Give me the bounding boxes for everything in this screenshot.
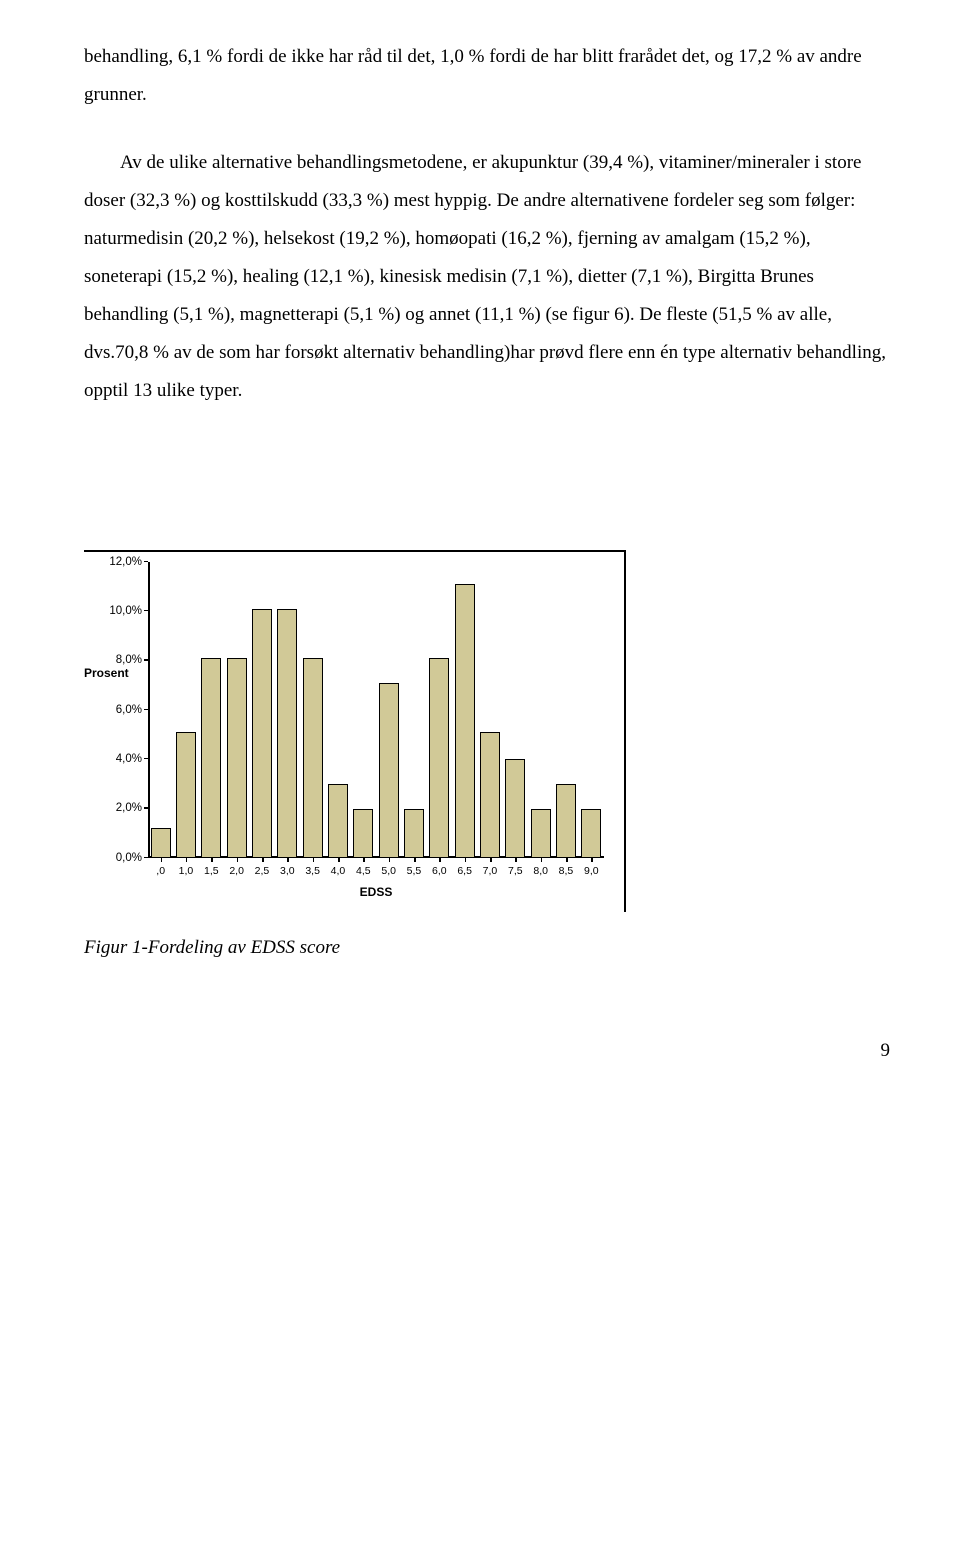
y-tick-label: 6,0%	[116, 704, 148, 716]
bar	[151, 828, 171, 858]
bar	[505, 759, 525, 858]
x-tick-mark	[465, 858, 467, 862]
bar	[201, 658, 221, 858]
bar	[277, 609, 297, 858]
y-tick-label: 4,0%	[116, 754, 148, 766]
bar-slot: 4,5	[351, 562, 376, 858]
x-tick-mark	[186, 858, 188, 862]
bar	[252, 609, 272, 858]
bar-slot: 5,0	[376, 562, 401, 858]
bar-slot: 8,5	[553, 562, 578, 858]
x-tick-mark	[161, 858, 163, 862]
paragraph-2: Av de ulike alternative behandlingsmetod…	[84, 144, 890, 410]
y-tick-mark	[144, 807, 148, 809]
x-tick-mark	[287, 858, 289, 862]
bar-slot: 9,0	[579, 562, 604, 858]
bar	[227, 658, 247, 858]
x-tick-mark	[541, 858, 543, 862]
bar	[353, 809, 373, 858]
chart-plot-area: ,01,01,52,02,53,03,54,04,55,05,56,06,57,…	[148, 562, 604, 858]
bar-slot: ,0	[148, 562, 173, 858]
bar-slot: 2,0	[224, 562, 249, 858]
bar	[531, 809, 551, 858]
chart-caption: Figur 1-Fordeling av EDSS score	[84, 936, 890, 961]
x-tick-mark	[363, 858, 365, 862]
bar-slot: 8,0	[528, 562, 553, 858]
bar-slot: 3,5	[300, 562, 325, 858]
x-tick-mark	[237, 858, 239, 862]
x-tick-mark	[439, 858, 441, 862]
bar	[455, 584, 475, 858]
x-tick-mark	[211, 858, 213, 862]
bars-container: ,01,01,52,02,53,03,54,04,55,05,56,06,57,…	[148, 562, 604, 858]
chart-frame: ,01,01,52,02,53,03,54,04,55,05,56,06,57,…	[84, 550, 626, 912]
y-axis-title: Prosent	[84, 667, 129, 679]
bar	[480, 732, 500, 858]
page-number: 9	[84, 1041, 890, 1060]
x-tick-mark	[414, 858, 416, 862]
x-tick-mark	[566, 858, 568, 862]
y-tick-mark	[144, 758, 148, 760]
bar-slot: 6,0	[427, 562, 452, 858]
x-tick-mark	[313, 858, 315, 862]
y-tick-label: 10,0%	[109, 606, 148, 618]
bar-slot: 7,0	[477, 562, 502, 858]
y-tick-mark	[144, 610, 148, 612]
bar-slot: 7,5	[503, 562, 528, 858]
bar-slot: 1,5	[199, 562, 224, 858]
x-tick-mark	[262, 858, 264, 862]
x-tick-mark	[591, 858, 593, 862]
bar	[581, 809, 601, 858]
y-tick-mark	[144, 561, 148, 563]
bar-slot: 1,0	[173, 562, 198, 858]
y-tick-label: 0,0%	[116, 852, 148, 864]
x-tick-mark	[515, 858, 517, 862]
bar	[429, 658, 449, 858]
edss-chart: ,01,01,52,02,53,03,54,04,55,05,56,06,57,…	[84, 550, 890, 961]
bar-slot: 6,5	[452, 562, 477, 858]
x-tick-mark	[338, 858, 340, 862]
bar	[328, 784, 348, 858]
bar-slot: 3,0	[275, 562, 300, 858]
y-tick-mark	[144, 709, 148, 711]
y-tick-label: 12,0%	[109, 556, 148, 568]
x-tick-mark	[490, 858, 492, 862]
bar	[379, 683, 399, 858]
paragraph-1: behandling, 6,1 % fordi de ikke har råd …	[84, 38, 890, 114]
y-tick-mark	[144, 857, 148, 859]
bar	[556, 784, 576, 858]
x-tick-mark	[389, 858, 391, 862]
bar-slot: 4,0	[325, 562, 350, 858]
x-axis-title: EDSS	[360, 858, 393, 898]
bar	[404, 809, 424, 858]
y-tick-mark	[144, 659, 148, 661]
bar-slot: 5,5	[401, 562, 426, 858]
bar-slot: 2,5	[249, 562, 274, 858]
y-tick-label: 8,0%	[116, 655, 148, 667]
bar	[303, 658, 323, 858]
bar	[176, 732, 196, 858]
y-tick-label: 2,0%	[116, 803, 148, 815]
